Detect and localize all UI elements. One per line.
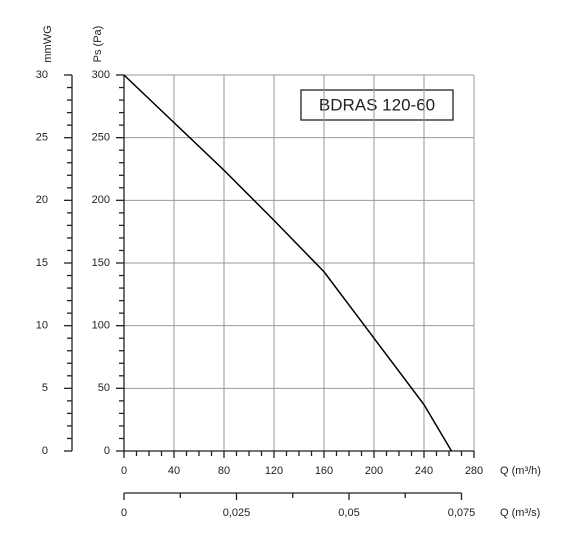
y-tick-label: 250 bbox=[92, 132, 110, 144]
x-tick-label: 40 bbox=[168, 465, 180, 477]
y-tick-label: 0 bbox=[104, 445, 110, 457]
y2-tick-label: 10 bbox=[36, 320, 48, 332]
y2-tick-label: 30 bbox=[36, 69, 48, 81]
x-axis-label: Q (m³/h) bbox=[500, 465, 541, 477]
y2-tick-label: 0 bbox=[42, 445, 48, 457]
y2-tick-label: 15 bbox=[36, 257, 48, 269]
x-tick-label: 280 bbox=[465, 465, 483, 477]
y-axis-label: Ps (Pa) bbox=[92, 26, 104, 63]
x-tick-label: 240 bbox=[415, 465, 433, 477]
y2-tick-label: 5 bbox=[42, 382, 48, 394]
x-tick-label: 120 bbox=[265, 465, 283, 477]
x2-tick-label: 0,075 bbox=[448, 507, 476, 519]
x-tick-label: 200 bbox=[365, 465, 383, 477]
y-tick-label: 200 bbox=[92, 194, 110, 206]
x-tick-label: 160 bbox=[315, 465, 333, 477]
x2-tick-label: 0,05 bbox=[338, 507, 359, 519]
x-tick-label: 0 bbox=[121, 465, 127, 477]
y2-tick-label: 25 bbox=[36, 132, 48, 144]
y2-axis-label: mmWG bbox=[42, 25, 54, 62]
chart-title: BDRAS 120-60 bbox=[319, 95, 435, 114]
y-tick-label: 150 bbox=[92, 257, 110, 269]
y-tick-label: 50 bbox=[98, 382, 110, 394]
title-box bbox=[300, 89, 454, 121]
x2-tick-label: 0,025 bbox=[223, 507, 251, 519]
x2-tick-label: 0 bbox=[121, 507, 127, 519]
x-tick-label: 80 bbox=[218, 465, 230, 477]
y-tick-label: 100 bbox=[92, 320, 110, 332]
y2-tick-label: 20 bbox=[36, 194, 48, 206]
y-tick-label: 300 bbox=[92, 69, 110, 81]
x2-axis-label: Q (m³/s) bbox=[500, 507, 540, 519]
curve bbox=[123, 74, 453, 452]
